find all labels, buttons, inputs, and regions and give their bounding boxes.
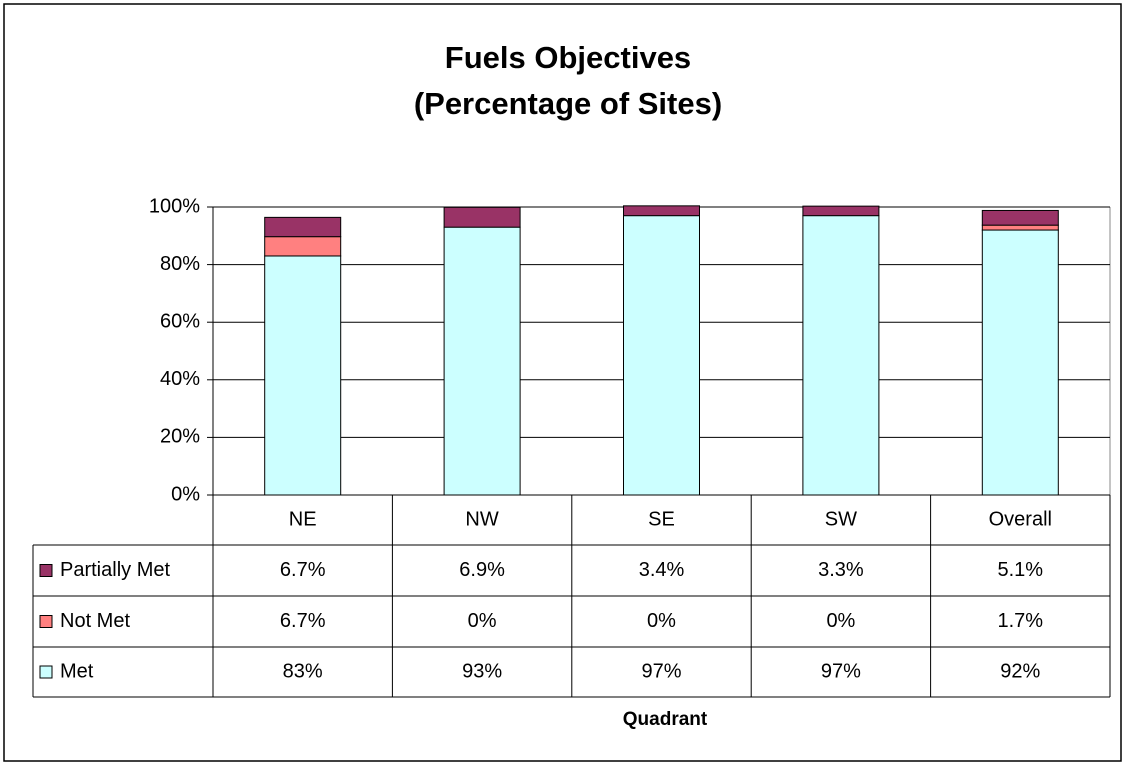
bar-segment xyxy=(981,224,1059,231)
y-tick-label: 100% xyxy=(149,195,200,217)
bar-segment xyxy=(443,206,521,228)
table-value: 83% xyxy=(283,660,323,682)
legend-swatch xyxy=(39,615,53,628)
y-tick-label: 0% xyxy=(171,483,200,505)
bar-segment xyxy=(981,209,1059,226)
x-tick-label: NW xyxy=(465,508,498,530)
x-tick-label: Overall xyxy=(989,508,1052,530)
chart-subtitle: (Percentage of Sites) xyxy=(414,86,722,121)
legend-swatch xyxy=(39,665,53,679)
bar-segment xyxy=(802,215,880,496)
table-value: 3.4% xyxy=(639,559,685,581)
x-tick-label: NE xyxy=(289,508,317,530)
y-tick-label: 40% xyxy=(160,368,200,390)
table-value: 0% xyxy=(468,610,497,632)
legend-label: Partially Met xyxy=(60,559,170,581)
table-value: 6.9% xyxy=(459,559,505,581)
table-value: 1.7% xyxy=(998,610,1044,632)
bar-segment xyxy=(802,205,880,217)
x-tick-label: SW xyxy=(825,508,857,530)
legend-label: Not Met xyxy=(60,610,130,632)
x-tick-label: SE xyxy=(648,508,675,530)
bar-segment xyxy=(264,216,342,238)
table-value: 97% xyxy=(821,660,861,682)
bar-segment xyxy=(623,205,700,217)
legend-swatch xyxy=(39,564,53,577)
bar-segment xyxy=(623,215,700,496)
table-value: 0% xyxy=(647,610,676,632)
table-value: 6.7% xyxy=(280,610,326,632)
table-value: 0% xyxy=(826,610,855,632)
y-tick-label: 60% xyxy=(160,310,200,332)
table-value: 92% xyxy=(1000,660,1040,682)
y-tick-label: 20% xyxy=(160,426,200,448)
table-value: 97% xyxy=(641,660,681,682)
bar-segment xyxy=(443,226,521,496)
bar-segment xyxy=(264,236,342,257)
chart-frame xyxy=(3,3,1122,762)
table-value: 5.1% xyxy=(998,559,1044,581)
bar-segment xyxy=(981,229,1059,496)
table-value: 93% xyxy=(462,660,502,682)
bar-segment xyxy=(264,255,342,496)
chart-title: Fuels Objectives xyxy=(445,40,691,75)
legend-label: Met xyxy=(60,660,94,682)
table-value: 3.3% xyxy=(818,559,864,581)
x-axis-title: Quadrant xyxy=(623,709,708,730)
table-value: 6.7% xyxy=(280,559,326,581)
y-tick-label: 80% xyxy=(160,253,200,275)
